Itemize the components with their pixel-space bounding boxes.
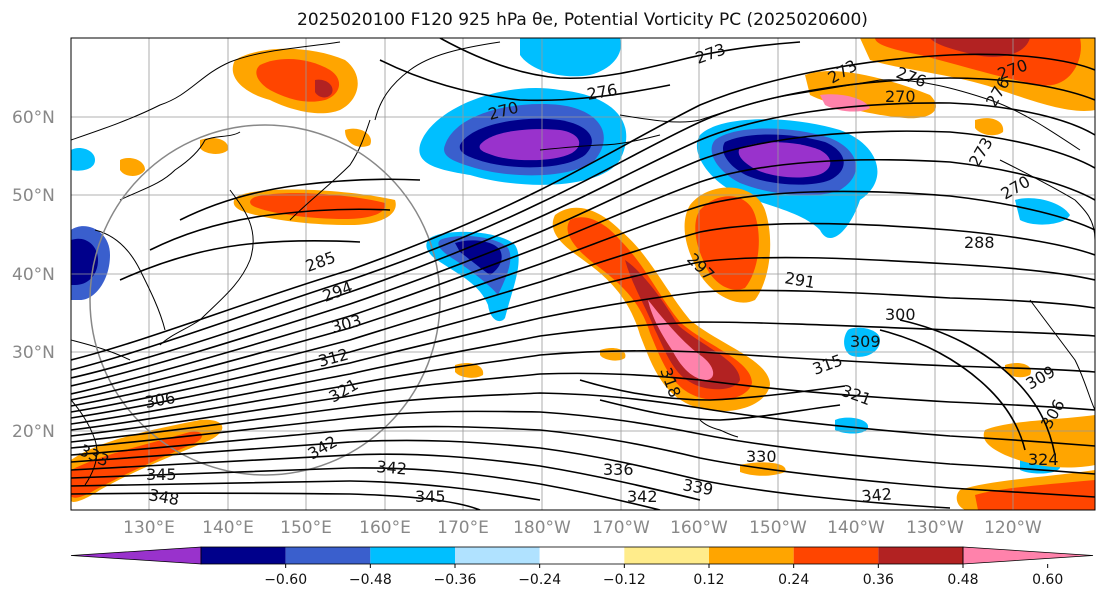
latitude-labels: 60°N 50°N 40°N 30°N 20°N (12, 108, 55, 442)
theta-e-contours (71, 38, 1095, 510)
contour-label: 288 (964, 233, 995, 252)
lat-label-40n: 40°N (12, 265, 55, 285)
colorbar-tick-label: 0.24 (778, 572, 809, 588)
lon-label: 170°E (437, 518, 489, 538)
positive-pv-region (625, 260, 740, 390)
positive-pv-region (695, 196, 759, 290)
colorbar-segment (201, 547, 286, 564)
aleutian-coastline (539, 134, 661, 151)
lat-label-20n: 20°N (12, 422, 55, 442)
positive-pv-region (250, 193, 386, 219)
lat-label-50n: 50°N (12, 186, 55, 206)
colorbar-tick-label: 0.12 (693, 572, 724, 588)
negative-pv-region (844, 327, 880, 357)
contour-label: 345 (415, 487, 446, 506)
kuril-coastline (289, 119, 371, 221)
lon-label: 150°W (749, 518, 807, 538)
colorbar-segment (370, 547, 455, 564)
graticule (71, 38, 1095, 510)
positive-pv-region (820, 94, 870, 112)
negative-pv-region (1015, 198, 1070, 225)
kamchatka-coastline (374, 41, 501, 121)
contour-label: 270 (885, 87, 916, 106)
contour-label: 336 (603, 460, 634, 479)
map-frame (70, 37, 1096, 511)
lon-label: 160°W (670, 518, 728, 538)
negative-pv-region (71, 238, 98, 285)
colorbar-tick-label: −0.36 (434, 572, 477, 588)
contour-label: 330 (746, 447, 777, 466)
hawaii-coastline (699, 419, 739, 438)
colorbar-segment (285, 547, 371, 564)
map-title: 2025020100 F120 925 hPa θe, Potential Vo… (297, 10, 868, 30)
reference-circle (89, 124, 441, 476)
colorbar-tick-label: −0.48 (349, 572, 392, 588)
lon-label: 130°E (123, 518, 175, 538)
colorbar-segment (624, 547, 709, 564)
negative-pv-region (520, 38, 621, 77)
lon-label: 180°W (513, 518, 571, 538)
contour-label: 342 (861, 484, 893, 506)
lon-label: 140°W (827, 518, 885, 538)
positive-pv-region (975, 480, 1095, 510)
lon-label: 130°W (906, 518, 964, 538)
contour-label: 309 (850, 332, 881, 351)
colorbar-segment (793, 547, 879, 564)
colorbar-segment (455, 547, 540, 564)
positive-pv-region (200, 138, 229, 154)
colorbar-segment (878, 547, 963, 564)
colorbar-tick-label: −0.24 (518, 572, 561, 588)
positive-pv-region (345, 128, 371, 147)
colorbar-outline (200, 546, 964, 565)
negative-pv-region (835, 417, 869, 434)
colorbar-tick-label: 0.36 (863, 572, 894, 588)
contour-label: 324 (1028, 450, 1059, 469)
positive-pv-region (120, 158, 145, 176)
contour-label: 342 (627, 487, 658, 506)
pv-shading (71, 38, 1095, 510)
lat-label-30n: 30°N (12, 343, 55, 363)
colorbar-tick-label: 0.48 (947, 572, 978, 588)
lat-label-60n: 60°N (12, 108, 55, 128)
contour-label: 345 (146, 465, 177, 484)
negative-pv-region (71, 148, 95, 171)
negative-pv-region (479, 129, 580, 161)
lon-label: 160°E (359, 518, 411, 538)
asia-coastline (71, 41, 341, 361)
positive-pv-region (805, 71, 936, 119)
positive-pv-region (315, 79, 333, 98)
lon-label: 170°W (592, 518, 650, 538)
colorbar: −0.60 −0.48 −0.36 −0.24 −0.12 0.12 0.24 0.36 0.4… (70, 546, 1094, 588)
colorbar-tick-label: −0.60 (264, 572, 307, 588)
positive-pv-region (648, 300, 714, 380)
positive-pv-region (930, 38, 1030, 57)
positive-pv-region (71, 431, 202, 498)
positive-pv-region (1005, 363, 1031, 378)
lon-label: 120°W (984, 518, 1042, 538)
colorbar-tick-label: 0.60 (1032, 572, 1063, 588)
positive-pv-region (875, 38, 1081, 86)
longitude-labels: 130°E 140°E 150°E 160°E 170°E 180°W 170°… (123, 518, 1042, 538)
positive-pv-region (975, 118, 1004, 136)
colorbar-extend-low (70, 546, 202, 565)
contour-label: 342 (376, 457, 408, 479)
negative-pv-region (738, 142, 831, 178)
colorbar-segment (709, 547, 794, 564)
lon-label: 140°E (202, 518, 254, 538)
colorbar-tick-label: −0.12 (603, 572, 646, 588)
contour-label: 300 (885, 305, 916, 324)
lon-label: 150°E (280, 518, 332, 538)
colorbar-segment (539, 547, 625, 564)
colorbar-extend-high (962, 546, 1094, 565)
